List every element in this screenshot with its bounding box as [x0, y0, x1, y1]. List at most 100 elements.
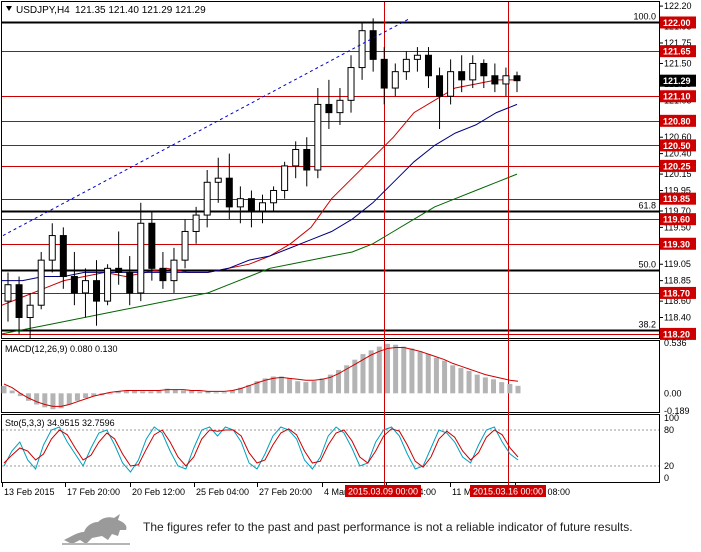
level-label-text: 120.25: [663, 161, 691, 171]
level-label-box: [660, 237, 696, 250]
macd-bar: [499, 382, 505, 394]
macd-bar: [42, 393, 48, 408]
y-tick-label: 119.70: [664, 206, 691, 216]
candle-body: [325, 103, 333, 114]
level-label-box: [660, 213, 696, 226]
macd-bar: [327, 374, 333, 394]
level-label-text: 118.20: [663, 329, 690, 339]
candlesticks: [2, 17, 521, 338]
candle-body: [181, 230, 189, 261]
y-tick-label: 118.60: [664, 296, 691, 306]
current-price-box: [660, 74, 696, 87]
ohlc-values: 121.35 121.40 121.29 121.29: [75, 5, 206, 16]
candle-body: [458, 71, 466, 81]
candle-body: [336, 99, 344, 114]
macd-bar: [311, 381, 317, 394]
y-tick-label: 119.05: [664, 259, 691, 269]
macd-bar: [319, 378, 325, 394]
macd-bar: [148, 391, 154, 394]
macd-bar: [213, 392, 219, 394]
highlight-date-label: 2015.03.16 00:00: [473, 487, 543, 497]
candle-body: [369, 30, 377, 60]
candle-body: [93, 280, 101, 302]
trend-line: [2, 17, 411, 237]
candle-body: [137, 222, 145, 294]
level-label-text: 122.00: [663, 18, 691, 28]
candle-body: [447, 71, 455, 97]
y-tick-label: 120.60: [664, 132, 692, 142]
candle-body: [358, 30, 366, 69]
macd-bar: [123, 390, 129, 394]
candle-body: [26, 304, 34, 319]
candle-body: [303, 149, 311, 171]
highlight-date-box: [470, 485, 546, 497]
macd-bar: [466, 370, 472, 394]
level-label-box: [660, 90, 696, 103]
x-tick-label: 27 Feb 20:00: [259, 487, 312, 497]
candle-body: [126, 271, 134, 294]
highlight-date-label: 2015.03.09 00:00: [348, 487, 418, 497]
macd-bar: [458, 368, 464, 394]
macd-bar: [58, 393, 64, 409]
symbol-title: USDJPY,H4: [16, 5, 70, 16]
sto-panel: [1, 414, 660, 483]
candle-body: [347, 67, 355, 101]
macd-bar: [384, 343, 390, 394]
macd-bar: [189, 390, 195, 394]
macd-bar: [172, 389, 178, 394]
macd-bar: [474, 374, 480, 394]
macd-tick-label: 0.00: [664, 388, 682, 398]
macd-bar: [25, 393, 31, 401]
candle-body: [70, 276, 78, 294]
macd-bar: [132, 390, 138, 394]
sto-tick-label: 20: [664, 461, 674, 471]
y-tick-label: 119.95: [664, 185, 691, 195]
candle-body: [391, 71, 399, 89]
macd-bar: [507, 383, 513, 394]
level-label-text: 121.10: [663, 92, 691, 102]
macd-bar: [180, 390, 186, 394]
macd-bar: [344, 365, 350, 394]
candle-body: [48, 235, 56, 261]
y-tick-label: 121.75: [664, 38, 692, 48]
candle-body: [491, 75, 499, 85]
y-tick-label: 121.50: [664, 58, 692, 68]
sto-line: [3, 428, 519, 468]
level-label-text: 119.30: [663, 239, 690, 249]
dropdown-arrow-icon[interactable]: [6, 6, 12, 11]
macd-bar: [360, 354, 366, 394]
level-label-box: [660, 45, 696, 58]
support-resistance-levels: [2, 22, 659, 335]
level-label-text: 120.50: [663, 141, 691, 151]
candle-body: [236, 198, 244, 208]
candle-body: [402, 58, 410, 73]
macd-bar: [66, 393, 72, 405]
x-tick-label: 17 Feb 20:00: [67, 487, 120, 497]
macd-bar: [491, 379, 497, 394]
candle-body: [259, 202, 266, 212]
sto-tick-label: 0: [664, 473, 669, 483]
disclaimer-text: The figures refer to the past and past p…: [143, 520, 633, 534]
macd-bar: [278, 376, 284, 394]
macd-bar: [34, 393, 40, 405]
candle-body: [380, 58, 388, 89]
candle-body: [281, 165, 289, 191]
macd-bar: [197, 391, 203, 394]
candle-body: [203, 181, 211, 216]
macd-bar: [246, 384, 252, 394]
level-label-text: 120.80: [663, 116, 691, 126]
macd-bar: [270, 376, 276, 394]
candle-body: [15, 284, 23, 319]
fib-label: 61.8: [638, 201, 656, 211]
candle-body: [292, 149, 300, 167]
macd-bar: [205, 391, 211, 394]
macd-bar: [50, 393, 56, 410]
level-label-box: [660, 327, 696, 340]
sto-tick-label: 100: [664, 413, 679, 423]
macd-bar: [417, 351, 423, 394]
macd-bar: [442, 360, 448, 394]
y-tick-label: 120.40: [664, 149, 692, 159]
macd-bar: [17, 393, 23, 397]
macd-bar: [229, 390, 235, 394]
macd-signal-line: [3, 347, 519, 407]
